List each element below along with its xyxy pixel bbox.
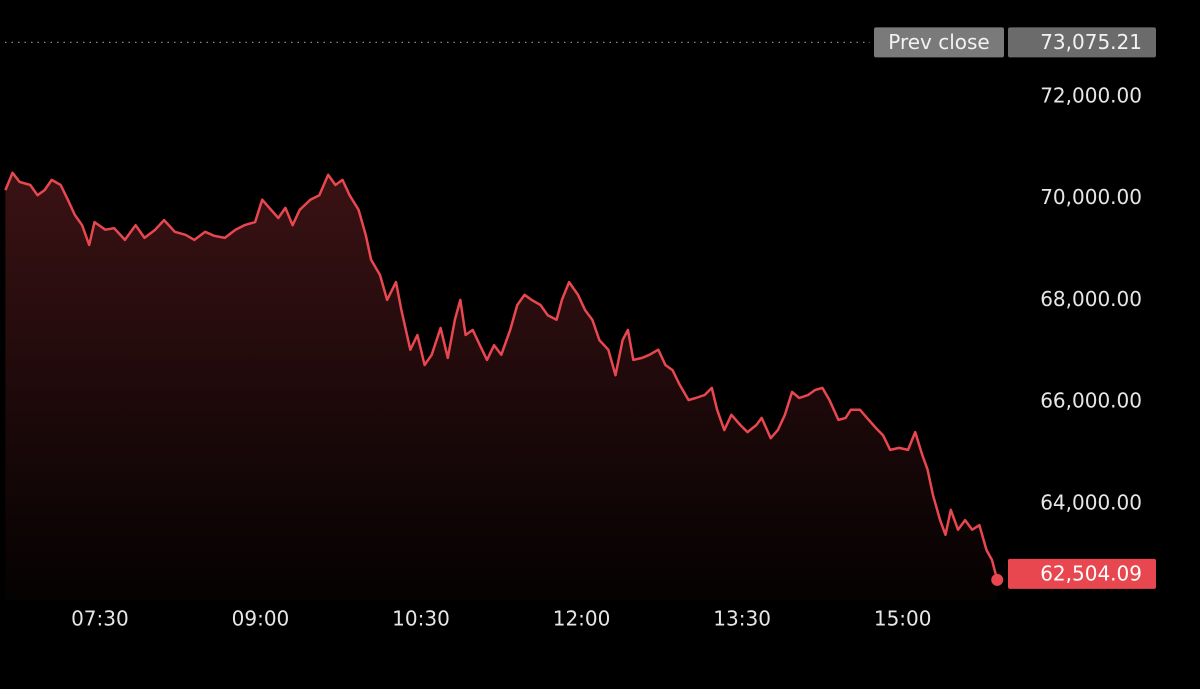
y-tick-label: 68,000.00 [1040, 287, 1142, 311]
price-line [4, 171, 999, 581]
y-tick-label: 70,000.00 [1040, 185, 1142, 209]
x-tick-label: 13:30 [713, 607, 771, 631]
x-tick-label: 07:30 [71, 607, 129, 631]
x-tick-label: 09:00 [232, 607, 290, 631]
last-value-label: 62,504.09 [1040, 561, 1142, 585]
y-tick-label: 64,000.00 [1040, 490, 1142, 514]
x-tick-label: 12:00 [553, 607, 611, 631]
prev-close-title-box [874, 27, 1004, 58]
x-tick-label: 15:00 [874, 607, 932, 631]
last-point [991, 573, 1004, 586]
last-value-box [1008, 558, 1156, 589]
area [5, 172, 998, 601]
y-tick-label: 72,000.00 [1040, 84, 1142, 108]
prev-close-title: Prev close [888, 30, 990, 54]
x-tick-label: 10:30 [392, 607, 450, 631]
y-tick-label: 66,000.00 [1040, 389, 1142, 413]
prev-close-value-box [1008, 27, 1156, 58]
prev-close-value: 73,075.21 [1040, 30, 1142, 54]
